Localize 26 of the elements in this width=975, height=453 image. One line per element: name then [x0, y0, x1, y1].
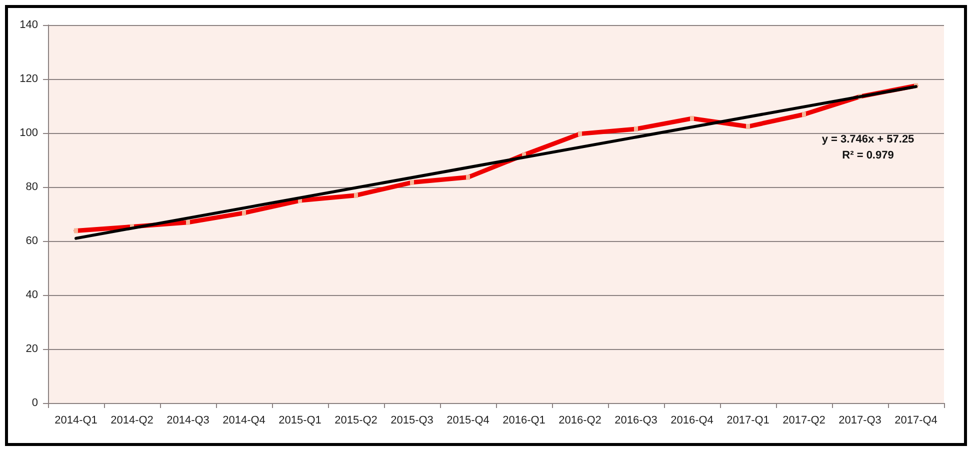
y-tick-label: 0: [32, 397, 38, 409]
x-tick-label: 2017-Q4: [894, 414, 938, 426]
x-tick-label: 2014-Q3: [166, 414, 210, 426]
x-tick-label: 2015-Q2: [334, 414, 378, 426]
x-tick-label: 2014-Q1: [54, 414, 98, 426]
x-tick-label: 2015-Q1: [278, 414, 322, 426]
x-tick-label: 2017-Q1: [726, 414, 770, 426]
x-tick-label: 2014-Q4: [222, 414, 266, 426]
x-tick-label: 2015-Q3: [390, 414, 434, 426]
y-tick-label: 140: [20, 19, 38, 31]
y-tick-label: 80: [26, 181, 38, 193]
x-tick-label: 2016-Q1: [502, 414, 546, 426]
y-tick-label: 60: [26, 235, 38, 247]
y-tick-label: 100: [20, 127, 38, 139]
x-tick-label: 2016-Q2: [558, 414, 602, 426]
x-tick-label: 2015-Q4: [446, 414, 490, 426]
annotation: y = 3.746x + 57.25: [822, 134, 914, 146]
y-tick-label: 120: [20, 73, 38, 85]
y-tick-label: 20: [26, 343, 38, 355]
x-tick-label: 2014-Q2: [110, 414, 154, 426]
x-tick-label: 2017-Q2: [782, 414, 826, 426]
y-tick-label: 40: [26, 289, 38, 301]
x-tick-label: 2016-Q3: [614, 414, 658, 426]
x-tick-label: 2017-Q3: [838, 414, 882, 426]
x-tick-label: 2016-Q4: [670, 414, 714, 426]
annotation: R² = 0.979: [842, 150, 894, 162]
